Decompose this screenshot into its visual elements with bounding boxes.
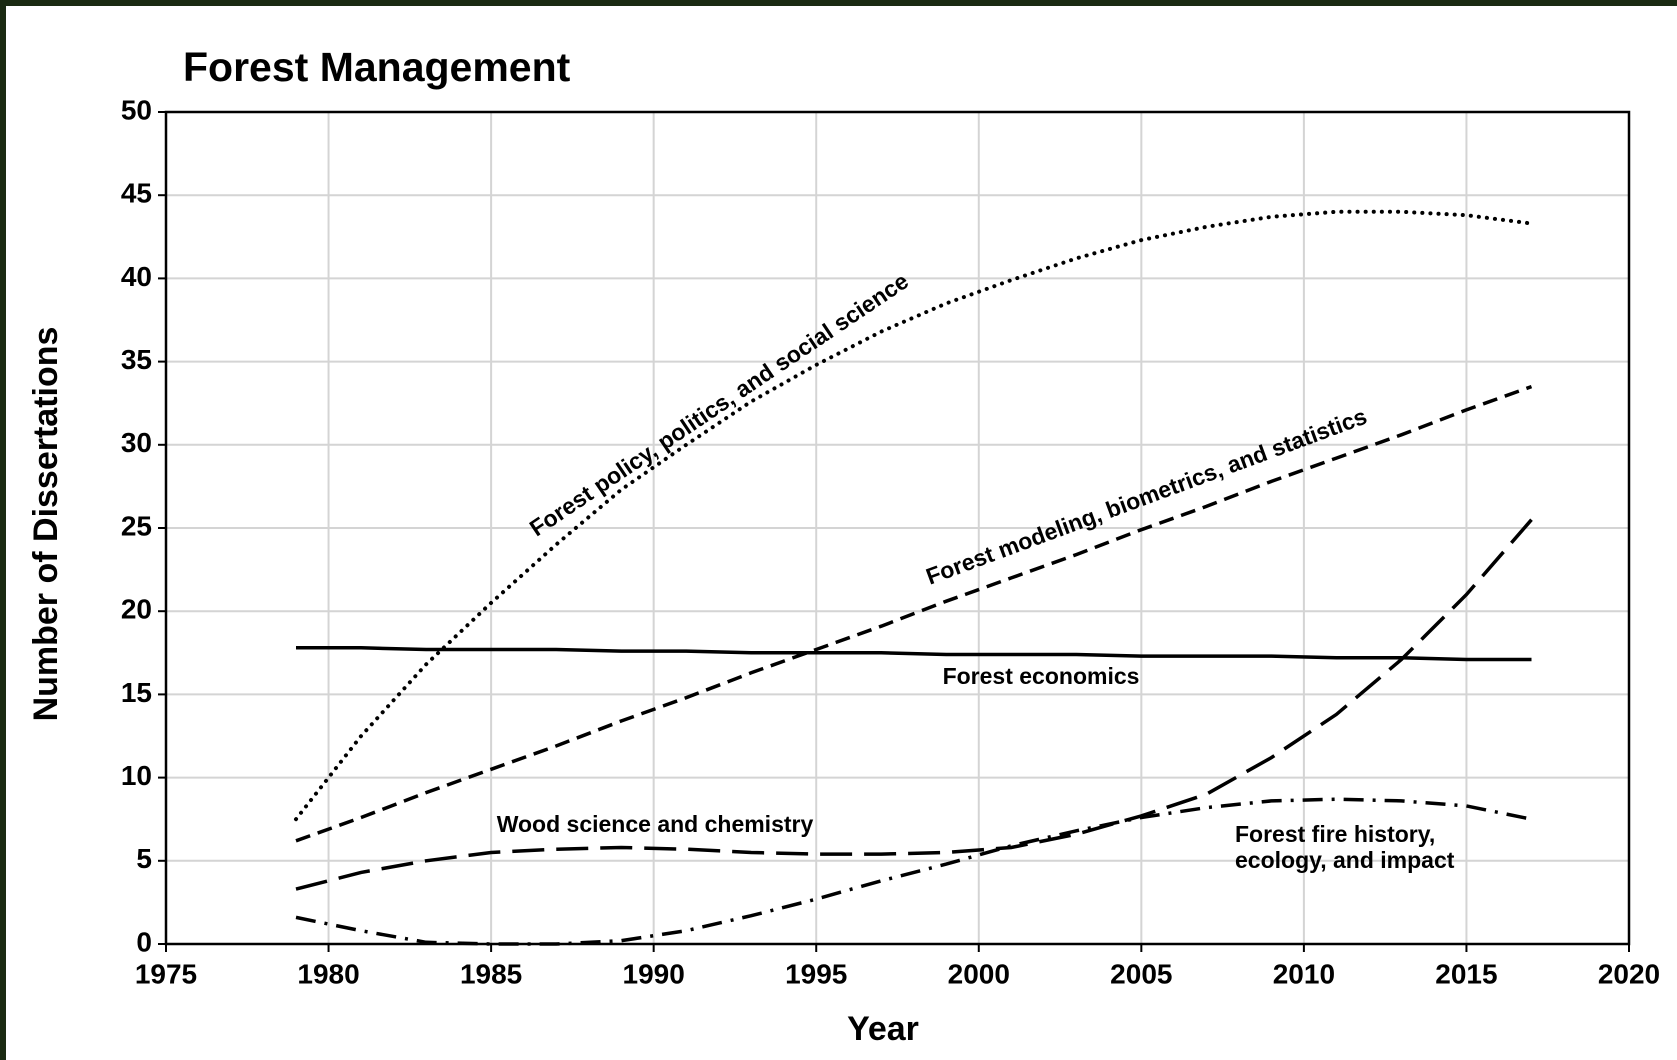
x-tick-label: 2015 [1435,958,1497,989]
y-axis-label: Number of Dissertations [27,327,65,722]
y-tick-label: 40 [121,261,152,292]
y-tick-label: 15 [121,677,152,708]
x-tick-label: 2020 [1598,958,1660,989]
y-tick-label: 50 [121,94,152,125]
annotation: Wood science and chemistry [497,811,814,837]
y-tick-label: 25 [121,510,152,541]
y-tick-label: 45 [121,178,152,209]
x-tick-label: 2010 [1273,958,1335,989]
x-axis-label: Year [847,1010,919,1048]
y-tick-label: 30 [121,427,152,458]
series-line [296,646,1532,662]
y-tick-label: 0 [136,926,152,957]
series-line [295,518,1533,891]
x-tick-label: 2005 [1110,958,1172,989]
x-tick-label: 1985 [460,958,522,989]
series-line [295,384,1533,843]
x-tick-label: 2000 [948,958,1010,989]
y-tick-label: 10 [121,760,152,791]
x-tick-label: 1980 [297,958,359,989]
series-line [294,209,1534,822]
x-tick-label: 1975 [135,958,197,989]
ticks: 1975 1980 1985 1990 1995 2000 2005 2010 2015 2020… [121,94,1660,989]
chart-background [6,6,1677,1060]
x-tick-label: 1995 [785,958,847,989]
annotation: Forest economics [943,663,1140,689]
annotation: Forest fire history, [1235,821,1435,847]
y-tick-label: 20 [121,594,152,625]
x-tick-label: 1990 [623,958,685,989]
annotation: ecology, and impact [1235,847,1455,873]
y-tick-label: 35 [121,344,152,375]
y-tick-label: 5 [136,843,152,874]
chart-title: Forest Management [183,44,571,90]
